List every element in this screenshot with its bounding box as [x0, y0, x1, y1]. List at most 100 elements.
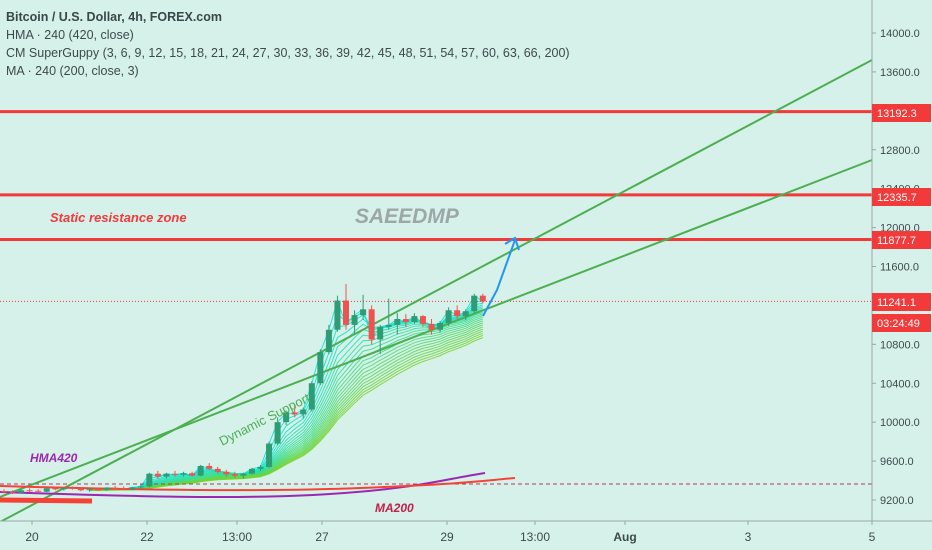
indicator-superguppy-label[interactable]: CM SuperGuppy (3, 6, 9, 12, 15, 18, 21, … — [6, 46, 570, 60]
x-tick-label: 29 — [440, 530, 454, 544]
y-tick-label: 14000.0 — [880, 28, 920, 40]
candle-37 — [317, 349, 324, 386]
candle-body — [60, 487, 67, 490]
y-tick-label: 10400.0 — [880, 378, 920, 390]
candle-13 — [112, 485, 119, 490]
x-tick-label: 22 — [140, 530, 154, 544]
price-badge-text: 03:24:49 — [877, 318, 920, 330]
candle-42 — [360, 294, 367, 321]
candle-body — [445, 310, 452, 323]
candle-body — [214, 468, 221, 472]
candle-10 — [86, 488, 93, 492]
candle-body — [437, 322, 444, 330]
candle-38 — [325, 324, 332, 355]
x-axis: 20 22 13:00 27 29 13:00 Aug 3 5 — [0, 520, 932, 550]
candle-43 — [368, 305, 375, 345]
candle-8 — [69, 486, 76, 490]
x-tick-label: 3 — [745, 530, 752, 544]
candle-40 — [343, 284, 349, 330]
guppy-line-18 — [89, 307, 483, 491]
candle-body — [274, 422, 281, 444]
candle-body — [479, 295, 486, 302]
candle-body — [223, 471, 230, 475]
price-badge-bg — [872, 231, 931, 249]
candle-body — [291, 412, 298, 415]
y-tick-label: 12800.0 — [880, 145, 920, 157]
candle-23 — [197, 464, 204, 477]
candle-body — [103, 487, 110, 490]
candle-body — [257, 466, 264, 469]
guppy-line-66 — [89, 337, 483, 491]
price-badge-text: 12335.7 — [877, 192, 917, 204]
price-badge-text: 11877.7 — [877, 235, 916, 247]
candle-body — [454, 310, 461, 317]
candle-31 — [266, 441, 273, 468]
candle-body — [129, 487, 136, 490]
candle-48 — [411, 313, 418, 324]
candle-body — [206, 465, 213, 469]
candle-55 — [471, 293, 478, 314]
projection-arrowhead — [504, 236, 520, 251]
candle-39 — [334, 295, 341, 332]
candle-49 — [419, 315, 426, 327]
price-badge-bg — [872, 314, 931, 332]
candle-body — [317, 352, 324, 384]
candle-29 — [248, 467, 255, 475]
candle-35 — [300, 407, 307, 419]
candle-body — [163, 473, 170, 477]
candle-12 — [103, 487, 110, 491]
candle-body — [351, 315, 358, 325]
candle-body — [189, 473, 196, 476]
candle-46 — [394, 313, 401, 335]
candle-body — [69, 487, 76, 489]
candle-19 — [163, 472, 170, 479]
candle-24 — [206, 463, 213, 470]
candle-body — [231, 474, 238, 476]
candle-body — [248, 468, 255, 474]
candle-51 — [437, 320, 444, 333]
candle-53 — [454, 305, 461, 320]
candle-body — [471, 295, 478, 312]
x-tick-label: 20 — [25, 530, 39, 544]
indicator-ma-label[interactable]: MA · 240 (200, close, 3) — [6, 64, 139, 78]
candle-21 — [180, 471, 187, 477]
x-tick-label: 13:00 — [222, 530, 252, 544]
price-badge-bg — [872, 293, 931, 311]
candle-body — [411, 316, 418, 322]
candle-7 — [60, 487, 67, 491]
price-badge-3: 11241.1 — [872, 293, 931, 311]
candle-body — [377, 326, 384, 340]
candle-body — [18, 490, 25, 493]
y-tick-label: 10000.0 — [880, 417, 920, 429]
candle-body — [86, 489, 93, 491]
candle-54 — [462, 309, 469, 321]
candle-body — [154, 473, 161, 477]
price-badge-text: 11241.1 — [877, 297, 916, 309]
x-tick-label: 5 — [869, 530, 876, 544]
candle-1 — [9, 490, 16, 495]
candle-body — [325, 329, 332, 353]
candle-44 — [377, 324, 384, 355]
candle-22 — [189, 471, 196, 477]
candle-36 — [308, 381, 315, 412]
candle-body — [197, 465, 204, 476]
candle-32 — [274, 417, 281, 446]
candle-26 — [223, 469, 230, 477]
hma420-label: HMA420 — [30, 451, 78, 465]
guppy-line-21 — [89, 309, 483, 491]
x-tick-label: 13:00 — [520, 530, 550, 544]
candle-body — [180, 473, 187, 475]
plot-area — [0, 0, 872, 521]
watermark-label: SAEEDMP — [355, 205, 460, 228]
indicator-hma-label[interactable]: HMA · 240 (420, close) — [6, 28, 134, 42]
x-tick-label: Aug — [613, 530, 636, 544]
candle-34 — [291, 404, 298, 418]
candle-3 — [26, 488, 33, 493]
chart-legend: Bitcoin / U.S. Dollar, 4h, FOREX.com HMA… — [6, 8, 570, 80]
candle-body — [112, 487, 119, 489]
candle-25 — [214, 466, 221, 474]
symbol-title[interactable]: Bitcoin / U.S. Dollar, 4h, FOREX.com — [6, 10, 223, 24]
candle-20 — [172, 470, 178, 477]
y-tick-label: 13600.0 — [880, 67, 920, 79]
